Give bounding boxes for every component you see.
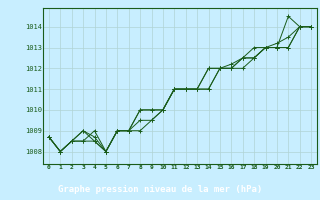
Text: Graphe pression niveau de la mer (hPa): Graphe pression niveau de la mer (hPa) [58, 185, 262, 194]
